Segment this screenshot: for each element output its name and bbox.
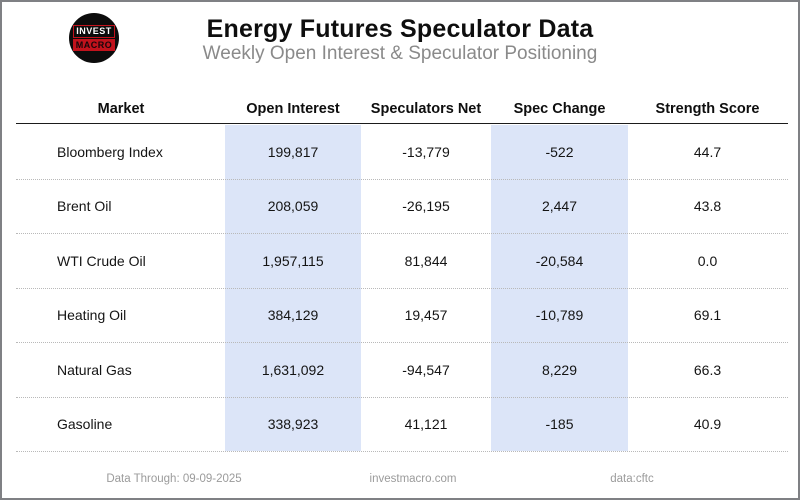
column-header-speculators-net: Speculators Net (370, 101, 482, 117)
cell-spec-change: -185 (545, 416, 574, 432)
footer-data-source: data:cftc (610, 473, 654, 485)
column-header-strength-score: Strength Score (655, 101, 760, 117)
column-header-market: Market (97, 101, 145, 117)
cell-market: Brent Oil (57, 198, 112, 214)
row-separator (16, 342, 788, 343)
cell-strength-score: 43.8 (693, 198, 722, 214)
page-subtitle: Weekly Open Interest & Speculator Positi… (202, 43, 598, 64)
cell-market: Natural Gas (57, 362, 132, 378)
cell-open-interest: 338,923 (267, 416, 319, 432)
cell-market: Heating Oil (57, 307, 127, 323)
cell-spec-change: 8,229 (541, 362, 578, 378)
table-header-row: Market Open Interest Speculators Net Spe… (17, 97, 787, 121)
cell-spec-change: -20,584 (535, 253, 584, 269)
cell-speculators-net: 81,844 (404, 253, 448, 269)
table-row-natural-gas: Natural Gas 1,631,092 -94,547 8,229 66.3 (17, 343, 787, 397)
cell-open-interest: 1,631,092 (261, 362, 325, 378)
row-separator (16, 451, 788, 452)
cell-strength-score: 69.1 (693, 307, 722, 323)
cell-spec-change: -522 (545, 144, 574, 160)
footer-website: investmacro.com (369, 473, 457, 485)
table-row-heating-oil: Heating Oil 384,129 19,457 -10,789 69.1 (17, 288, 787, 342)
logo-text-invest: INVEST (73, 25, 115, 38)
table-row-wti-crude-oil: WTI Crude Oil 1,957,115 81,844 -20,584 0… (17, 234, 787, 288)
footer-data-through: Data Through: 09-09-2025 (106, 473, 242, 485)
cell-speculators-net: -13,779 (402, 144, 450, 160)
cell-strength-score: 40.9 (693, 416, 722, 432)
page-title: Energy Futures Speculator Data (206, 15, 594, 43)
cell-strength-score: 66.3 (693, 362, 722, 378)
cell-spec-change: 2,447 (541, 198, 578, 214)
investmacro-logo-icon: INVEST MACRO (69, 13, 119, 63)
row-separator (16, 397, 788, 398)
cell-market: WTI Crude Oil (57, 253, 146, 269)
header-rule (16, 123, 788, 124)
logo-text-macro: MACRO (72, 39, 116, 51)
cell-speculators-net: 19,457 (404, 307, 448, 323)
column-header-spec-change: Spec Change (513, 101, 606, 117)
cell-strength-score: 0.0 (697, 253, 718, 269)
column-header-open-interest: Open Interest (246, 101, 340, 117)
table-row-gasoline: Gasoline 338,923 41,121 -185 40.9 (17, 397, 787, 451)
cell-strength-score: 44.7 (693, 144, 722, 160)
cell-market: Gasoline (57, 416, 113, 432)
cell-open-interest: 384,129 (267, 307, 319, 323)
table-row-brent-oil: Brent Oil 208,059 -26,195 2,447 43.8 (17, 179, 787, 233)
table-row-bloomberg-index: Bloomberg Index 199,817 -13,779 -522 44.… (17, 125, 787, 179)
row-separator (16, 233, 788, 234)
row-separator (16, 288, 788, 289)
cell-speculators-net: -26,195 (402, 198, 450, 214)
cell-open-interest: 1,957,115 (262, 253, 324, 269)
cell-open-interest: 199,817 (267, 144, 319, 160)
cell-spec-change: -10,789 (535, 307, 584, 323)
cell-open-interest: 208,059 (267, 198, 319, 214)
cell-speculators-net: 41,121 (404, 416, 448, 432)
cell-market: Bloomberg Index (57, 144, 163, 160)
row-separator (16, 179, 788, 180)
cell-speculators-net: -94,547 (402, 362, 450, 378)
